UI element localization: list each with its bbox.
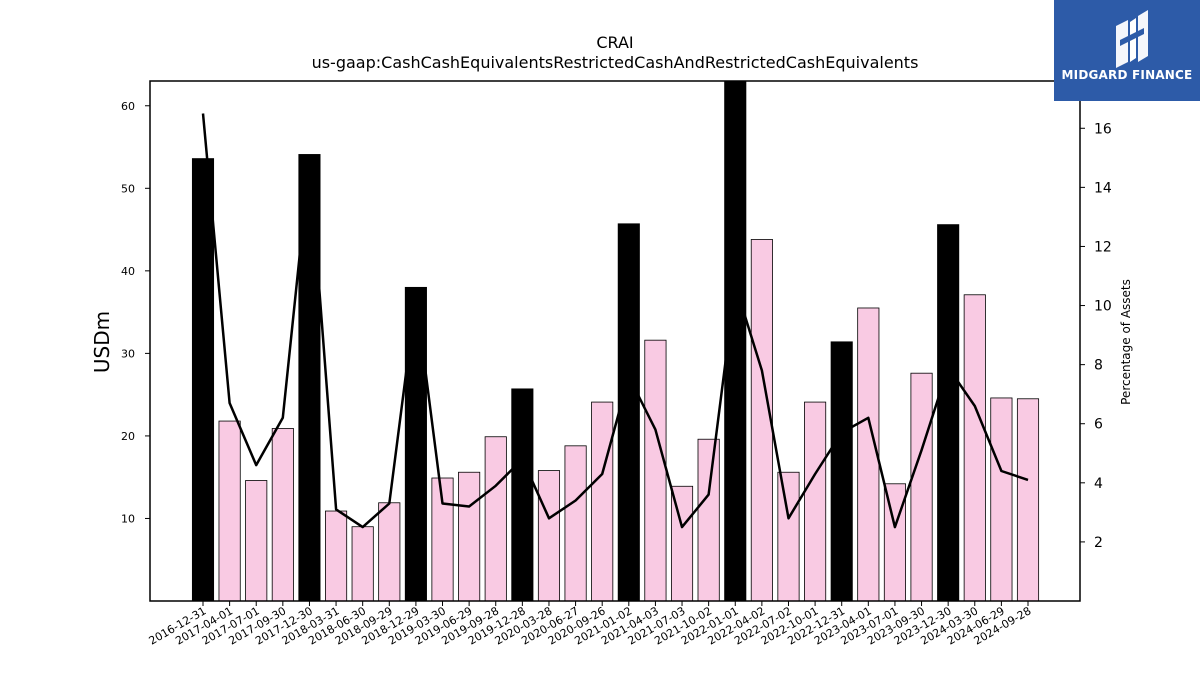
y-tick-label: 50 bbox=[121, 182, 135, 195]
y-tick-label: 40 bbox=[121, 265, 135, 278]
bar bbox=[617, 223, 640, 602]
y-tick-label: 20 bbox=[121, 430, 135, 443]
axes: 1020304050602468101214162016-12-312017-0… bbox=[121, 80, 1112, 648]
bar bbox=[644, 339, 667, 602]
bar bbox=[591, 401, 614, 602]
bar bbox=[458, 471, 481, 602]
y2-tick-label: 2 bbox=[1094, 535, 1103, 551]
percentage-line bbox=[201, 113, 1029, 529]
bar bbox=[351, 526, 374, 602]
bar bbox=[325, 510, 348, 602]
bar bbox=[245, 480, 268, 602]
y2-axis-label: Percentage of Assets bbox=[1119, 279, 1133, 405]
bar bbox=[484, 436, 507, 602]
bar bbox=[910, 372, 933, 602]
logo: MIDGARD FINANCE bbox=[1054, 0, 1200, 101]
y2-tick-label: 12 bbox=[1094, 239, 1112, 255]
plot-frame bbox=[149, 80, 1081, 602]
y2-tick-label: 8 bbox=[1094, 358, 1103, 374]
y2-tick-label: 6 bbox=[1094, 417, 1103, 433]
bar bbox=[1016, 398, 1040, 602]
bar bbox=[830, 341, 853, 602]
y2-tick-label: 4 bbox=[1094, 476, 1103, 492]
bar bbox=[218, 420, 241, 602]
bar bbox=[804, 401, 827, 602]
y-tick-label: 30 bbox=[121, 347, 135, 360]
line-series bbox=[201, 113, 1029, 529]
bar bbox=[750, 239, 773, 602]
y-tick-label: 10 bbox=[121, 512, 135, 525]
bar bbox=[990, 397, 1013, 602]
y2-tick-label: 14 bbox=[1094, 180, 1112, 196]
bar bbox=[963, 294, 986, 602]
y-axis-label: USDm bbox=[90, 311, 114, 373]
y2-tick-label: 16 bbox=[1094, 121, 1112, 137]
bar bbox=[777, 471, 800, 602]
bar bbox=[404, 286, 427, 602]
y2-tick-label: 10 bbox=[1094, 299, 1112, 315]
bar bbox=[191, 158, 215, 602]
bar bbox=[378, 502, 401, 602]
bar bbox=[271, 428, 294, 602]
y-tick-label: 60 bbox=[121, 100, 135, 113]
bar bbox=[537, 470, 561, 602]
midgard-logo-icon bbox=[1116, 10, 1148, 68]
bar bbox=[511, 388, 534, 602]
logo-text: MIDGARD FINANCE bbox=[1061, 68, 1193, 82]
chart-title: CRAI bbox=[596, 33, 633, 52]
chart-subtitle: us-gaap:CashCashEquivalentsRestrictedCas… bbox=[312, 53, 919, 72]
bar-series bbox=[191, 80, 1040, 602]
bar bbox=[937, 224, 960, 602]
bar bbox=[697, 438, 720, 602]
bar bbox=[857, 307, 880, 602]
bar bbox=[564, 445, 587, 602]
